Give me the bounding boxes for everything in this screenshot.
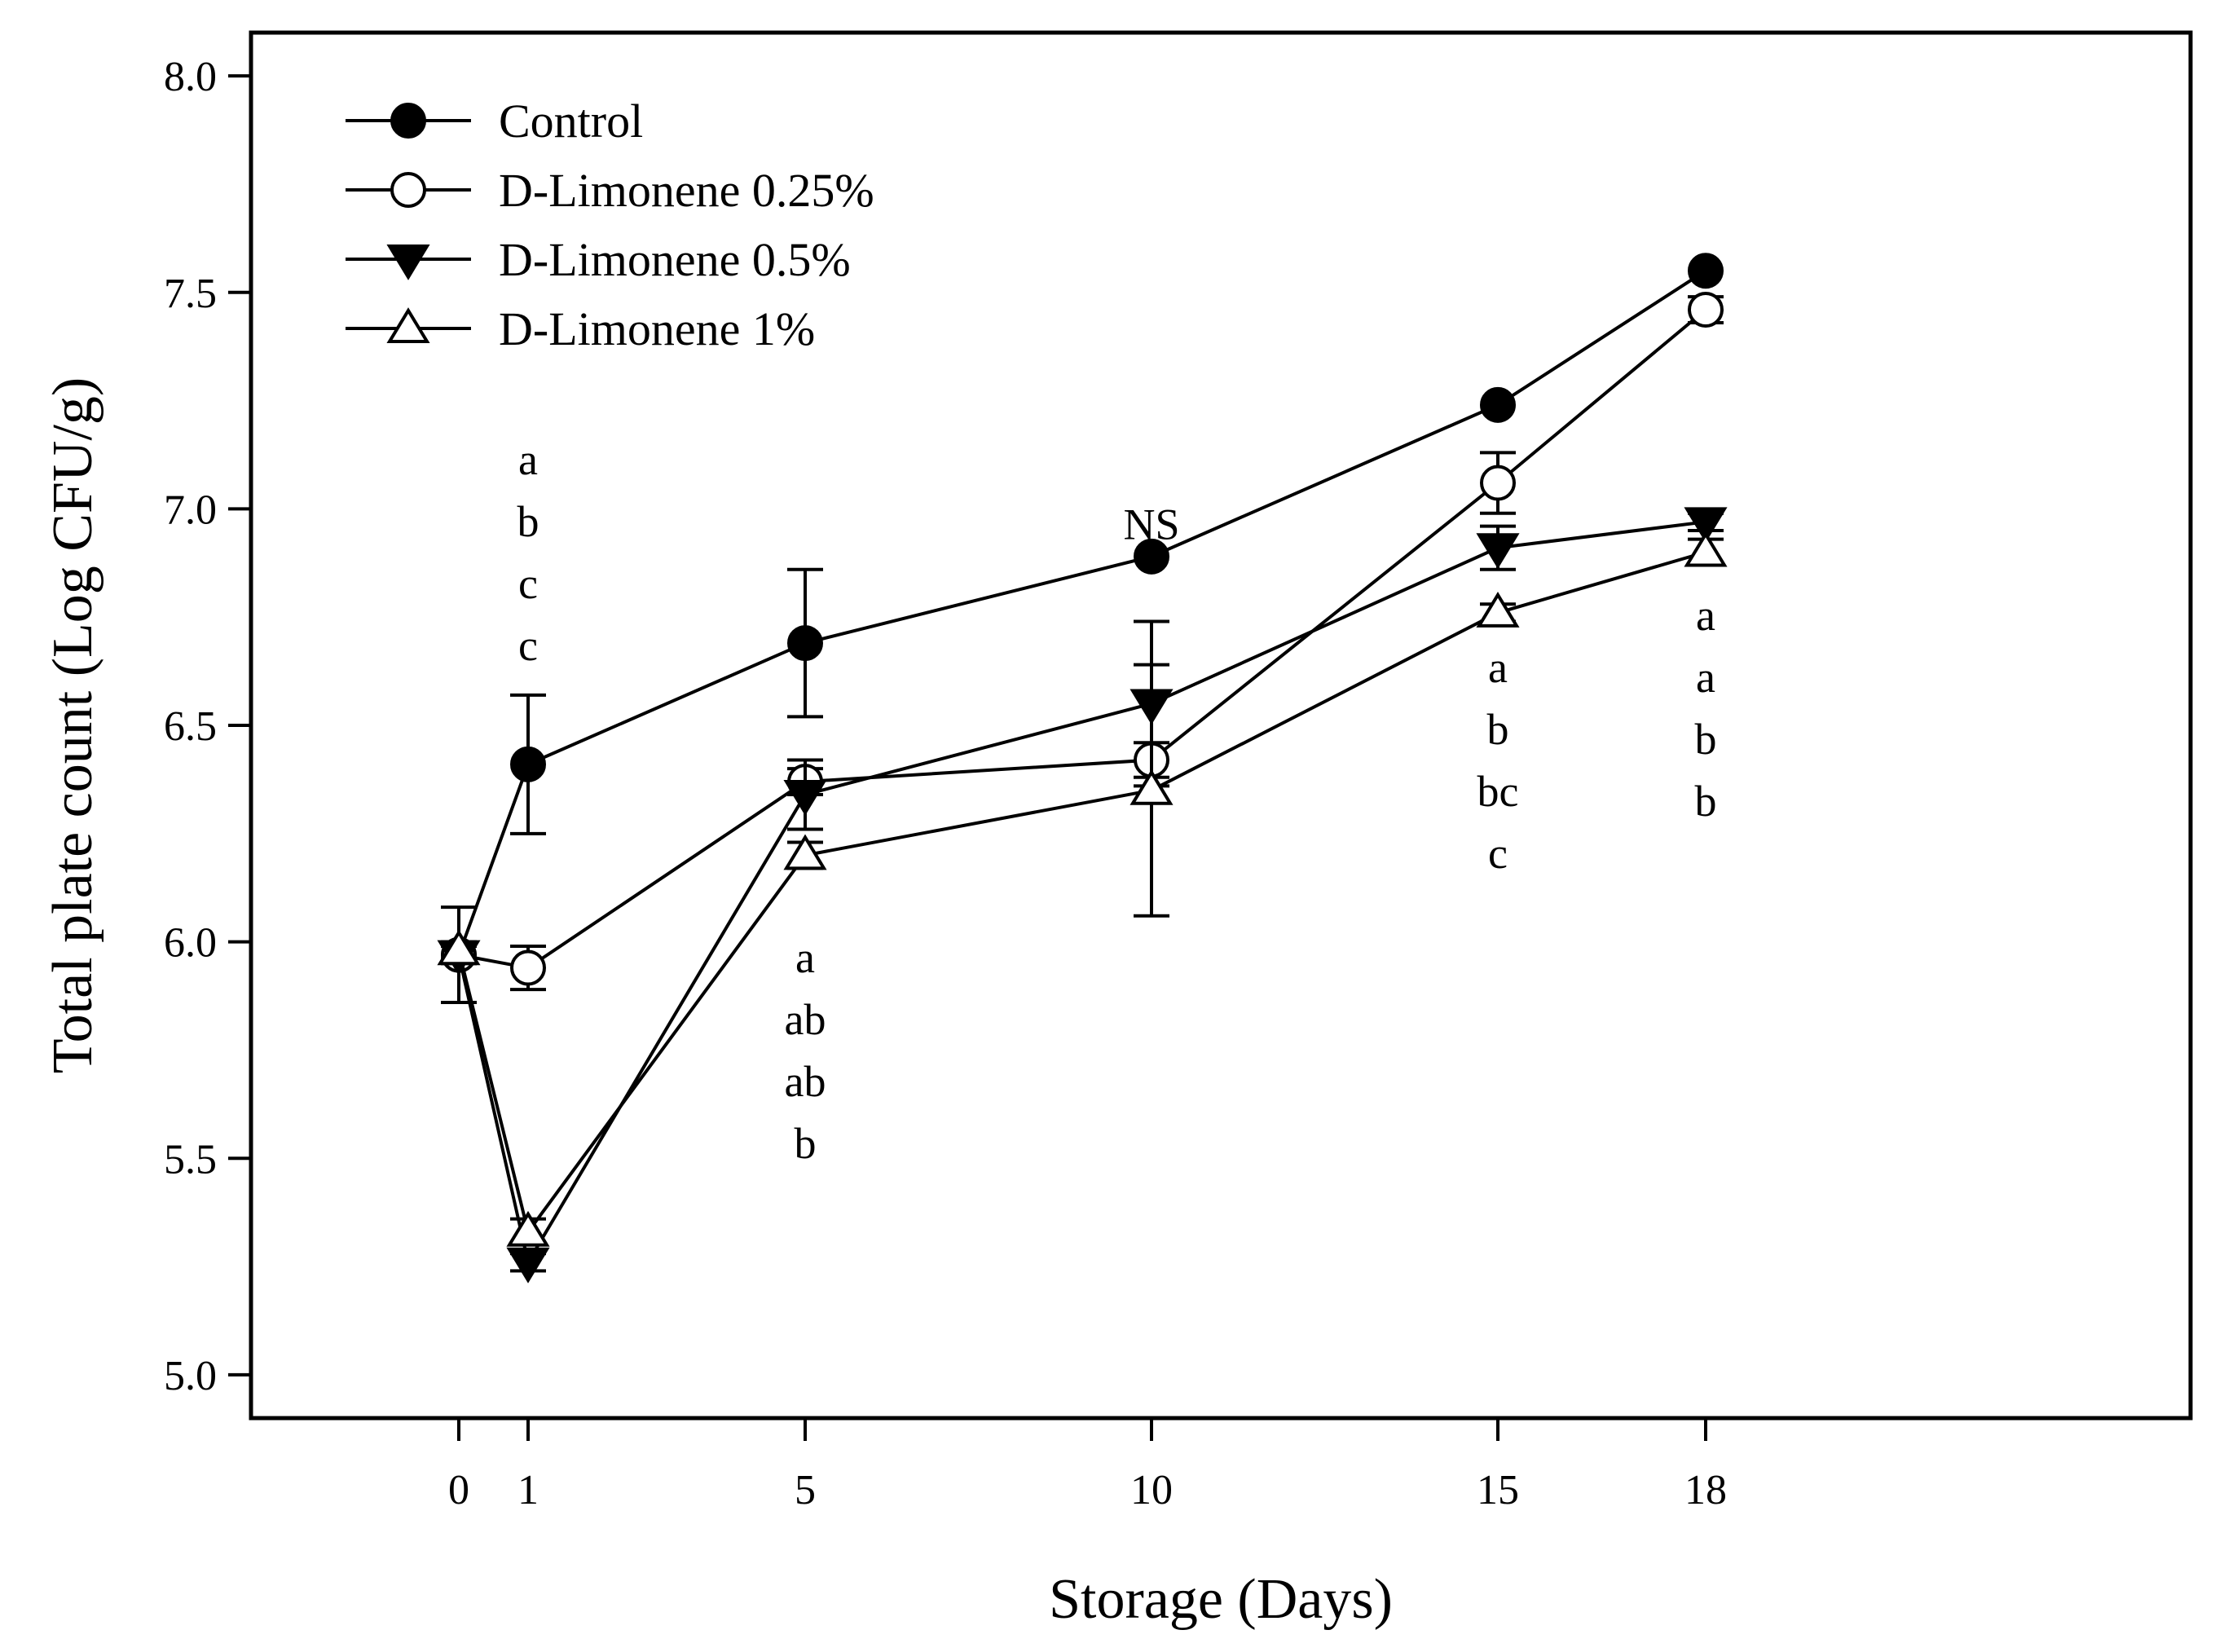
y-tick-label: 5.5 [164,1136,217,1183]
data-point [783,780,827,816]
series-line [457,269,1707,956]
significance-label: a [1488,643,1508,692]
y-axis-title: Total plate count (Log CFU/g) [42,377,104,1073]
x-tick-label: 18 [1684,1467,1727,1513]
legend-label: Control [499,95,643,148]
legend: Control D-Limonene 0.25% D-Limonene 0.5%… [346,95,874,355]
x-axis: 0 1 5 10 15 18 [448,1418,1727,1513]
data-point [1684,507,1728,544]
significance-label: b [1695,715,1717,764]
significance-label: ab [785,995,826,1044]
data-point [1480,465,1516,501]
series-line [457,520,1706,1267]
legend-marker [390,172,426,208]
data-point [1476,592,1520,628]
data-point [1688,292,1724,328]
data-point [1480,386,1516,423]
data-point [510,746,546,782]
significance-label: a [1696,653,1715,702]
legend-marker [390,103,426,139]
legend-label: D-Limonene 0.25% [499,164,874,217]
significance-label: a [518,435,538,484]
legend-marker [386,307,430,343]
x-tick-label: 10 [1130,1467,1173,1513]
series-line [458,308,1707,970]
data-point [506,1247,550,1284]
data-point [510,949,546,986]
data-point [787,625,823,662]
significance-label: c [518,621,538,670]
y-tick-label: 7.0 [164,487,217,533]
legend-item-limonene-1: D-Limonene 1% [346,302,815,355]
legend-marker [386,244,430,280]
legend-item-limonene-025: D-Limonene 0.25% [346,164,874,217]
data-point [783,834,827,870]
legend-item-control: Control [346,95,643,148]
y-tick-label: 6.5 [164,703,217,750]
y-tick-label: 7.5 [164,271,217,317]
x-tick-label: 0 [448,1467,469,1513]
x-tick-label: 5 [795,1467,816,1513]
significance-label: b [1487,705,1509,754]
y-tick-label: 5.0 [164,1353,217,1399]
series-3 [437,507,1728,1284]
y-tick-label: 6.0 [164,920,217,967]
significance-label: a [1696,591,1715,640]
y-tick-label: 8.0 [164,54,217,100]
significance-label: ab [785,1057,826,1106]
data-point [1688,253,1724,289]
series-line [457,550,1706,1236]
series-4 [437,531,1728,1247]
data-point [1134,538,1169,575]
data-point [437,929,481,966]
significance-label: bc [1477,767,1519,816]
series-layer [437,253,1728,1284]
y-axis: 5.0 5.5 6.0 6.5 7.0 7.5 8.0 [164,54,251,1399]
significance-label: NS [1123,500,1179,549]
x-tick-label: 1 [517,1467,539,1513]
data-point [1130,769,1174,805]
legend-label: D-Limonene 1% [499,302,815,355]
series-2 [441,292,1724,992]
x-tick-label: 15 [1477,1467,1519,1513]
data-point [1476,533,1520,570]
significance-label: c [1488,829,1508,878]
data-point [506,1210,550,1247]
significance-label: a [795,933,815,982]
legend-item-limonene-05: D-Limonene 0.5% [346,233,851,286]
data-point [1684,531,1728,567]
series-1 [441,253,1724,1004]
x-axis-title: Storage (Days) [1049,1568,1393,1631]
significance-label: b [1695,777,1717,826]
significance-label: b [517,497,539,546]
significance-label: c [518,559,538,608]
significance-label: b [795,1119,817,1168]
legend-label: D-Limonene 0.5% [499,233,851,286]
